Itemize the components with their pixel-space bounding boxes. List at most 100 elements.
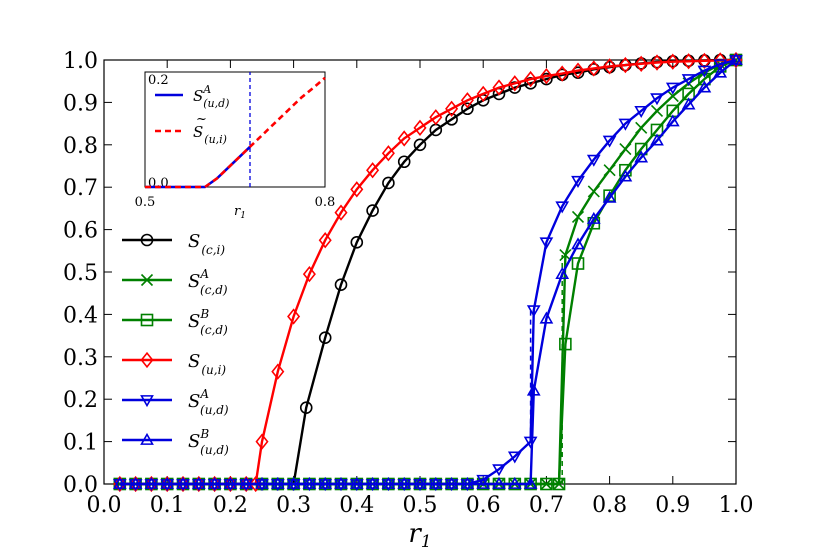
data-point-triangle-up xyxy=(144,476,159,489)
y-tick-label: 0.0 xyxy=(63,473,98,498)
data-point-triangle-up xyxy=(650,133,664,146)
data-point-triangle-down xyxy=(507,451,522,464)
legend-entry: SA (u,d) xyxy=(122,387,229,417)
data-point-triangle-down xyxy=(571,175,585,188)
legend-entry: SA (c,d) xyxy=(122,267,228,297)
data-point-triangle-up xyxy=(713,65,728,78)
data-point-triangle-up xyxy=(128,476,143,489)
data-point-circle xyxy=(524,77,537,90)
data-point-diamond xyxy=(650,54,664,71)
x-tick-label: 0.7 xyxy=(529,493,564,518)
data-point-triangle-down xyxy=(650,93,664,106)
data-point-diamond xyxy=(666,53,680,70)
legend-entry: SB (c,d) xyxy=(122,307,228,337)
data-point-diamond xyxy=(634,55,648,72)
data-point-x xyxy=(571,210,585,223)
series-5 xyxy=(112,52,743,489)
data-point-diamond xyxy=(334,204,348,221)
data-point-circle xyxy=(366,204,379,217)
data-point-diamond xyxy=(366,162,380,179)
inset-legend-entry: SA (u,d) xyxy=(155,83,229,110)
y-tick-label: 0.4 xyxy=(63,303,98,328)
data-point-x xyxy=(140,273,154,287)
data-point-triangle-up xyxy=(413,476,427,489)
x-tick-label: 0.6 xyxy=(466,493,501,518)
data-point-triangle-up xyxy=(571,237,585,250)
data-point-circle xyxy=(350,236,364,249)
data-point-triangle-up xyxy=(270,476,285,489)
data-point-x xyxy=(635,121,648,134)
inset-frame xyxy=(144,71,326,188)
data-point-square xyxy=(559,337,572,351)
data-point-diamond xyxy=(397,130,411,147)
data-point-diamond xyxy=(697,52,711,70)
data-point-triangle-up xyxy=(460,476,475,489)
data-point-diamond xyxy=(555,65,569,82)
x-tick-label: 0.9 xyxy=(655,493,690,518)
x-axis-label: r1 xyxy=(408,519,431,552)
data-point-square xyxy=(552,477,566,491)
data-point-diamond xyxy=(682,53,696,70)
data-point-x xyxy=(559,248,572,262)
inset-legend-label: S(u,i) xyxy=(193,123,227,146)
legend-label: SA (u,d) xyxy=(188,387,229,417)
data-point-diamond xyxy=(302,265,316,283)
data-point-triangle-up xyxy=(555,267,570,280)
y-tick-label: 0.3 xyxy=(63,346,98,371)
data-point-diamond xyxy=(413,119,427,136)
data-point-triangle-up xyxy=(476,476,491,489)
x-tick-label: 0.8 xyxy=(592,493,627,518)
data-point-x xyxy=(619,142,632,156)
data-point-diamond xyxy=(318,232,332,249)
inset-series-line xyxy=(145,76,326,189)
legend-label: SB (u,d) xyxy=(188,427,229,457)
data-point-triangle-down xyxy=(140,395,154,408)
x-tick-label: 0.4 xyxy=(339,493,374,518)
data-point-triangle-up xyxy=(334,476,348,489)
data-point-triangle-up xyxy=(318,476,333,489)
data-point-triangle-up xyxy=(365,476,380,489)
legend-label: SA (c,d) xyxy=(188,267,228,297)
x-tick-label: 0.0 xyxy=(87,493,122,518)
inset-x-axis-label: r1 xyxy=(234,204,246,221)
data-point-triangle-up xyxy=(140,432,154,445)
data-point-diamond xyxy=(492,79,506,96)
data-point-triangle-down xyxy=(681,74,696,87)
data-point-triangle-up xyxy=(349,476,364,489)
data-point-square xyxy=(634,142,648,156)
data-point-circle xyxy=(140,233,154,247)
data-point-triangle-up xyxy=(112,476,127,489)
inset-x-tick-label: 0.5 xyxy=(135,195,156,210)
series-line xyxy=(119,59,737,486)
data-point-triangle-up xyxy=(397,476,412,489)
data-point-triangle-up xyxy=(302,476,317,489)
x-tick-label: 0.1 xyxy=(150,493,185,518)
inset-legend-entry: S(u,i)~ xyxy=(155,112,227,146)
legend-entry: S(c,i) xyxy=(122,231,225,257)
data-point-diamond xyxy=(618,56,632,74)
data-point-triangle-down xyxy=(476,474,491,487)
legend-label: S(u,i) xyxy=(188,351,226,377)
data-point-diamond xyxy=(350,181,364,198)
data-point-triangle-up xyxy=(681,97,696,110)
data-point-circle xyxy=(413,138,427,152)
data-point-triangle-up xyxy=(523,476,538,489)
data-point-triangle-up xyxy=(223,476,238,489)
data-point-diamond xyxy=(429,109,443,126)
data-point-triangle-up xyxy=(176,476,190,489)
data-point-triangle-up xyxy=(286,476,301,489)
data-point-triangle-down xyxy=(492,464,506,477)
data-point-triangle-up xyxy=(634,150,649,163)
data-point-circle xyxy=(318,331,332,345)
legend-label: S(c,i) xyxy=(188,231,225,257)
tilde-mark: ~ xyxy=(196,112,207,127)
x-tick-label: 0.5 xyxy=(403,493,438,518)
data-point-triangle-up xyxy=(492,476,506,489)
data-point-diamond xyxy=(571,62,585,79)
data-point-triangle-down xyxy=(618,118,633,131)
main-series xyxy=(112,51,743,493)
data-point-triangle-up xyxy=(697,80,712,93)
data-point-diamond xyxy=(539,67,553,85)
inset-legend-label: SA (u,d) xyxy=(193,83,229,110)
